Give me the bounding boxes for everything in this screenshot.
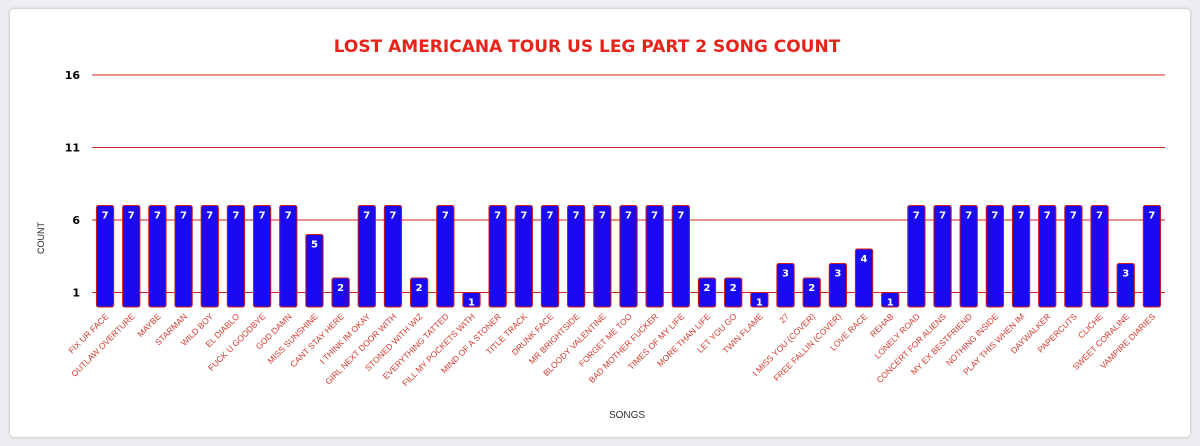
bar bbox=[1116, 263, 1135, 308]
chart-title: LOST AMERICANA TOUR US LEG PART 2 SONG C… bbox=[334, 37, 841, 57]
bar bbox=[462, 292, 481, 308]
bar bbox=[907, 205, 926, 308]
data-label: 4 bbox=[861, 254, 868, 265]
data-label: 7 bbox=[625, 211, 632, 222]
bar bbox=[1038, 205, 1057, 308]
bars bbox=[95, 205, 1162, 308]
bar bbox=[671, 205, 690, 308]
data-label: 7 bbox=[913, 211, 920, 222]
data-label: 7 bbox=[128, 211, 135, 222]
bar bbox=[226, 205, 246, 308]
bar bbox=[1090, 205, 1109, 308]
bar bbox=[776, 263, 795, 308]
bar bbox=[750, 292, 769, 308]
data-label: 7 bbox=[363, 211, 370, 222]
data-label: 5 bbox=[311, 240, 318, 251]
data-label: 3 bbox=[1122, 269, 1129, 280]
data-label: 7 bbox=[965, 211, 972, 222]
data-label: 1 bbox=[468, 298, 475, 309]
data-label: 7 bbox=[1044, 211, 1051, 222]
bar bbox=[1142, 205, 1162, 308]
bar bbox=[959, 205, 978, 308]
y-tick-label: 11 bbox=[65, 142, 80, 155]
bar bbox=[724, 277, 743, 308]
bar bbox=[985, 205, 1005, 308]
data-label: 7 bbox=[389, 211, 396, 222]
data-label: 7 bbox=[677, 211, 684, 222]
data-label: 2 bbox=[730, 283, 737, 294]
data-label: 2 bbox=[416, 283, 423, 294]
y-axis-title: COUNT bbox=[36, 222, 46, 254]
data-label: 7 bbox=[180, 211, 187, 222]
bar bbox=[174, 205, 193, 308]
data-label: 1 bbox=[887, 298, 894, 309]
bar bbox=[1011, 205, 1031, 308]
data-label: 7 bbox=[102, 211, 109, 222]
bar bbox=[331, 277, 350, 308]
data-label: 7 bbox=[154, 211, 161, 222]
data-label: 7 bbox=[285, 211, 292, 222]
bar bbox=[697, 277, 717, 308]
bar bbox=[252, 205, 272, 308]
bar bbox=[619, 205, 638, 308]
y-tick-label: 1 bbox=[72, 287, 80, 300]
bar bbox=[828, 263, 848, 308]
data-label: 7 bbox=[494, 211, 501, 222]
data-label: 7 bbox=[547, 211, 554, 222]
data-label: 7 bbox=[939, 211, 946, 222]
bar bbox=[200, 205, 219, 308]
data-label: 3 bbox=[782, 269, 789, 280]
bar bbox=[593, 205, 612, 308]
data-label: 2 bbox=[704, 283, 711, 294]
data-label: 7 bbox=[1148, 211, 1155, 222]
data-label: 7 bbox=[1070, 211, 1077, 222]
y-tick-label: 16 bbox=[65, 69, 81, 82]
bar bbox=[383, 205, 403, 308]
data-label: 3 bbox=[834, 269, 841, 280]
data-label: 7 bbox=[651, 211, 658, 222]
data-label: 7 bbox=[232, 211, 239, 222]
data-label: 2 bbox=[808, 283, 815, 294]
bar bbox=[854, 248, 874, 308]
data-labels: 7 7 7 7 7 7 7 7 5 2 7 7 2 7 1 7 7 7 7 7 7 7 7 2 2 1 3 2 3 4 1 7 7 7 7 7 7 7 7 3… bbox=[102, 211, 1156, 309]
bar bbox=[881, 292, 900, 308]
data-label: 7 bbox=[206, 211, 213, 222]
bar bbox=[95, 205, 115, 308]
data-label: 7 bbox=[991, 211, 998, 222]
data-label: 7 bbox=[520, 211, 527, 222]
data-label: 7 bbox=[259, 211, 266, 222]
bar bbox=[514, 205, 533, 308]
bar bbox=[279, 205, 298, 308]
data-label: 2 bbox=[337, 283, 344, 294]
bar bbox=[645, 205, 664, 308]
x-tick-label: 27 bbox=[777, 311, 791, 325]
data-label: 1 bbox=[756, 298, 763, 309]
y-tick-label: 6 bbox=[72, 214, 80, 227]
bar bbox=[540, 205, 560, 308]
bar bbox=[933, 205, 952, 308]
bar bbox=[488, 205, 507, 308]
data-label: 7 bbox=[573, 211, 580, 222]
bar bbox=[802, 277, 821, 308]
bar bbox=[436, 205, 455, 308]
bar bbox=[409, 277, 429, 308]
bar bbox=[1064, 205, 1083, 308]
data-label: 7 bbox=[1018, 211, 1025, 222]
x-axis-title: SONGS bbox=[609, 410, 645, 421]
bar bbox=[357, 205, 376, 308]
bar bbox=[122, 205, 141, 308]
bar bbox=[148, 205, 167, 308]
bar bbox=[567, 205, 586, 308]
bar bbox=[305, 234, 324, 308]
data-label: 7 bbox=[599, 211, 606, 222]
data-label: 7 bbox=[442, 211, 449, 222]
data-label: 7 bbox=[1096, 211, 1103, 222]
